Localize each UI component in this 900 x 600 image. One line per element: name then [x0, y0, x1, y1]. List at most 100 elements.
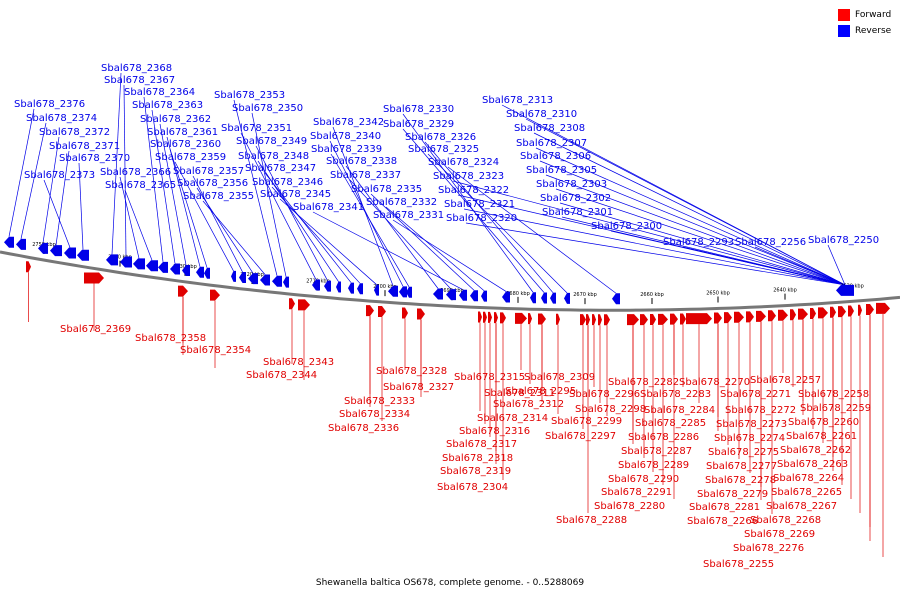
- reverse-gene-arrow: [170, 263, 180, 275]
- forward-gene-label: Sbal678_2263: [777, 459, 848, 470]
- reverse-gene-label: Sbal678_2351: [221, 123, 292, 134]
- reverse-gene-label: Sbal678_2330: [383, 104, 454, 115]
- reverse-gene-arrow: [406, 286, 412, 298]
- forward-gene-arrow: [790, 309, 796, 321]
- forward-gene-label: Sbal678_2314: [477, 413, 548, 424]
- forward-gene-arrow: [640, 314, 648, 326]
- forward-gene-label: Sbal678_2273: [716, 419, 787, 430]
- forward-gene-label: Sbal678_2304: [437, 482, 508, 493]
- forward-gene-label: Sbal678_2285: [635, 418, 706, 429]
- forward-gene-arrow: [876, 302, 890, 314]
- reverse-leader-line: [196, 187, 254, 274]
- forward-gene-label: Sbal678_2283: [640, 389, 711, 400]
- forward-gene-label: Sbal678_2333: [344, 396, 415, 407]
- scale-tick-label: 2700 kbp: [373, 284, 397, 290]
- forward-gene-label: Sbal678_2257: [750, 375, 821, 386]
- reverse-gene-label: Sbal678_2303: [536, 179, 607, 190]
- reverse-gene-arrow: [481, 290, 487, 302]
- forward-gene-arrow: [680, 313, 686, 325]
- leader-lines: [8, 72, 884, 557]
- reverse-gene-label: Sbal678_2300: [591, 221, 662, 232]
- forward-gene-arrow: [178, 285, 188, 297]
- forward-gene-arrow: [84, 272, 104, 284]
- reverse-gene-label: Sbal678_2331: [373, 210, 444, 221]
- reverse-leader-line: [174, 161, 234, 272]
- forward-gene-label: Sbal678_2317: [446, 439, 517, 450]
- reverse-gene-arrow: [502, 291, 510, 303]
- forward-gene-label: Sbal678_2284: [644, 405, 715, 416]
- reverse-gene-label: Sbal678_2374: [26, 113, 97, 124]
- legend-reverse-label: Reverse: [855, 26, 892, 36]
- reverse-gene-arrow: [231, 270, 236, 282]
- reverse-gene-arrow: [399, 286, 407, 298]
- reverse-leader-line: [166, 136, 201, 267]
- reverse-leader-line: [424, 141, 554, 293]
- reverse-leader-line: [78, 162, 84, 250]
- scale-tick-label: 2660 kbp: [640, 292, 664, 298]
- reverse-leader-line: [349, 179, 452, 290]
- forward-gene-label: Sbal678_2354: [180, 345, 251, 356]
- reverse-leader-line: [119, 176, 140, 259]
- reverse-gene-arrow: [248, 273, 258, 285]
- reverse-gene-label: Sbal678_2341: [293, 202, 364, 213]
- forward-gene-arrow: [818, 307, 828, 319]
- forward-gene-arrow: [658, 313, 668, 325]
- forward-gene-arrow: [650, 313, 656, 325]
- reverse-gene-label: Sbal678_2348: [238, 151, 309, 162]
- reverse-gene-label: Sbal678_2350: [232, 103, 303, 114]
- reverse-gene-label: Sbal678_2339: [311, 144, 382, 155]
- forward-gene-arrow: [670, 313, 678, 325]
- reverse-gene-label: Sbal678_2376: [14, 99, 85, 110]
- reverse-gene-arrow: [459, 289, 467, 301]
- reverse-leader-line: [465, 222, 846, 286]
- reverse-gene-arrow: [133, 258, 145, 270]
- scale-tick-label: 2640 kbp: [773, 288, 797, 294]
- forward-gene-arrow: [592, 314, 596, 326]
- reverse-gene-arrow: [357, 283, 363, 295]
- forward-gene-arrow: [478, 311, 482, 323]
- reverse-leader-line: [55, 150, 70, 246]
- reverse-leader-line: [251, 112, 287, 277]
- reverse-gene-arrow: [324, 280, 331, 292]
- reverse-leader-line: [427, 153, 568, 294]
- forward-gene-label: Sbal678_2265: [771, 487, 842, 498]
- reverse-gene-arrow: [120, 256, 132, 268]
- reverse-gene-label: Sbal678_2322: [438, 185, 509, 196]
- reverse-gene-label: Sbal678_2366: [100, 167, 171, 178]
- forward-gene-label: Sbal678_2262: [780, 445, 851, 456]
- reverse-gene-arrow: [196, 266, 204, 278]
- reverse-leader-line: [264, 172, 352, 283]
- forward-gene-arrow: [746, 311, 754, 323]
- reverse-gene-label: Sbal678_2370: [59, 153, 130, 164]
- reverse-gene-arrow: [204, 267, 210, 279]
- forward-gene-label: Sbal678_2334: [339, 409, 410, 420]
- reverse-gene-label: Sbal678_2367: [104, 75, 175, 86]
- reverse-gene-label: Sbal678_2362: [140, 114, 211, 125]
- forward-gene-arrow: [528, 313, 532, 325]
- reverse-gene-label: Sbal678_2326: [405, 132, 476, 143]
- forward-gene-label: Sbal678_2289: [618, 460, 689, 471]
- reverse-gene-label: Sbal678_2308: [514, 123, 585, 134]
- forward-gene-label: Sbal678_2327: [383, 382, 454, 393]
- reverse-gene-label: Sbal678_2364: [124, 87, 195, 98]
- forward-gene-label: Sbal678_2260: [788, 417, 859, 428]
- forward-gene-label: Sbal678_2297: [545, 431, 616, 442]
- reverse-leader-line: [827, 244, 846, 286]
- forward-gene-label: Sbal678_2278: [705, 475, 776, 486]
- forward-gene-label: Sbal678_2268: [750, 515, 821, 526]
- reverse-gene-label: Sbal678_2256: [735, 237, 806, 248]
- forward-gene-label: Sbal678_2311: [484, 388, 555, 399]
- reverse-gene-arrow: [470, 290, 478, 302]
- reverse-gene-arrow: [530, 292, 536, 304]
- reverse-leader-line: [123, 84, 127, 257]
- scale-tick-label: 2670 kbp: [573, 292, 597, 298]
- forward-gene-label: Sbal678_2264: [773, 473, 844, 484]
- reverse-gene-arrow: [541, 292, 547, 304]
- reverse-leader-line: [192, 175, 243, 273]
- reverse-leader-line: [202, 200, 266, 275]
- reverse-gene-arrow: [336, 281, 341, 293]
- reverse-gene-arrow: [612, 293, 620, 305]
- forward-gene-label: Sbal678_2369: [60, 324, 131, 335]
- reverse-gene-label: Sbal678_2329: [383, 119, 454, 130]
- reverse-leader-line: [20, 122, 47, 239]
